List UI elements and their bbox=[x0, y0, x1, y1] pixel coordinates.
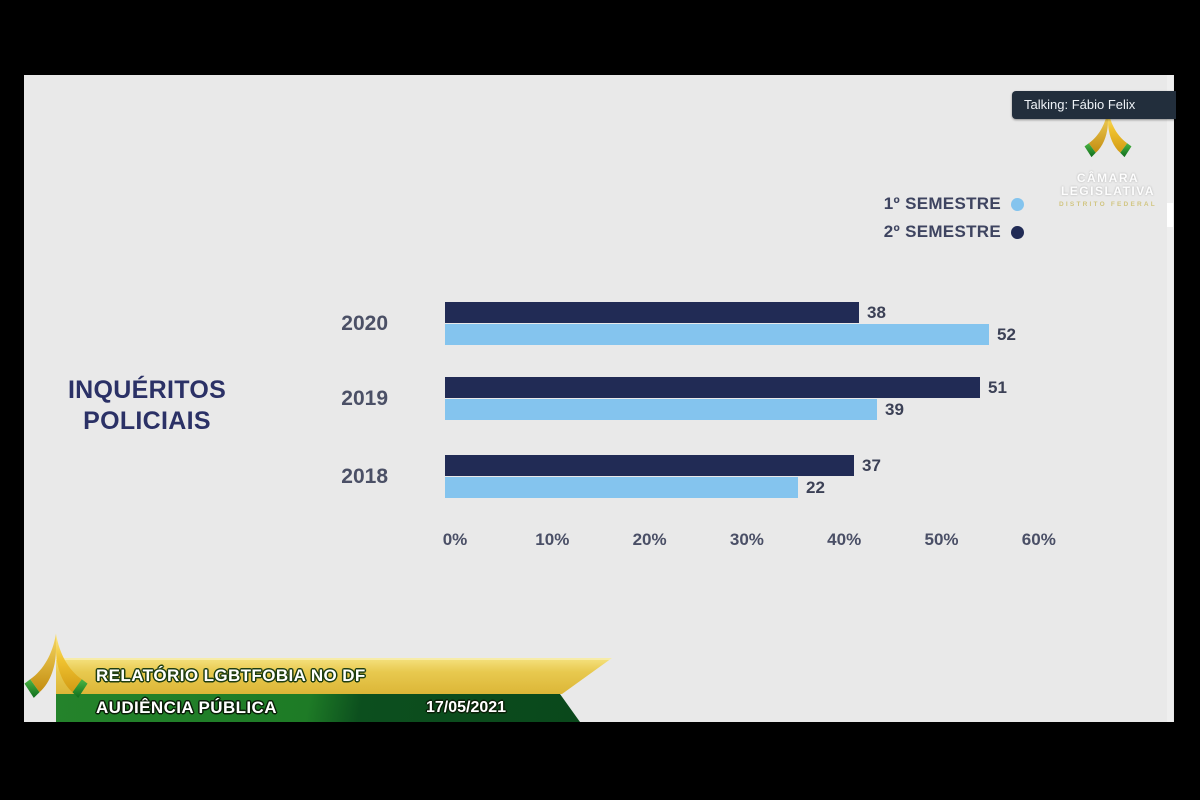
axis-tick-label: 30% bbox=[729, 530, 764, 549]
talking-indicator: Talking: Fábio Felix bbox=[1012, 91, 1176, 119]
legend-item: 2º SEMESTRE bbox=[814, 218, 1028, 246]
bar bbox=[445, 324, 989, 345]
bar-row: 37 bbox=[445, 455, 881, 477]
talking-indicator-label: Talking: Fábio Felix bbox=[1024, 97, 1136, 112]
presentation-slide: INQUÉRITOS POLICIAIS 2020 38 52 2019 51 39 201… bbox=[24, 75, 1174, 722]
axis-tick-label: 10% bbox=[535, 530, 570, 549]
banner-subtitle: AUDIÊNCIA PÚBLICA bbox=[96, 698, 277, 717]
watermark-org-line3: DISTRITO FEDERAL bbox=[1059, 201, 1157, 208]
bar-row: 52 bbox=[445, 324, 1016, 346]
bar-value-label: 52 bbox=[997, 325, 1016, 344]
x-axis: 0% 10% 20% 30% 40% 50% 60% bbox=[442, 530, 1056, 556]
bar-value-label: 39 bbox=[885, 400, 904, 419]
bar-row: 38 bbox=[445, 302, 989, 324]
category-label: 2020 bbox=[341, 312, 388, 335]
camara-watermark: CÂMARA LEGISLATIVA DISTRITO FEDERAL bbox=[1048, 108, 1168, 210]
legend-label: 1º SEMESTRE bbox=[883, 194, 1001, 213]
legend-label: 2º SEMESTRE bbox=[883, 222, 1001, 241]
banner-flame-logo bbox=[20, 632, 92, 723]
bar-value-label: 51 bbox=[988, 378, 1007, 397]
bar bbox=[445, 399, 877, 420]
chart-row: 2018 37 22 bbox=[300, 455, 1120, 499]
banner-subtitle-band: AUDIÊNCIA PÚBLICA 17/05/2021 bbox=[56, 694, 580, 722]
bar-group: 37 22 bbox=[445, 455, 881, 499]
chart-row: 2020 38 52 bbox=[300, 302, 1120, 346]
bar-value-label: 22 bbox=[806, 478, 825, 497]
bar-row: 22 bbox=[445, 477, 854, 499]
watermark-org-line2: LEGISLATIVA bbox=[1060, 184, 1156, 198]
chart-title: INQUÉRITOS POLICIAIS bbox=[67, 376, 227, 435]
axis-tick-label: 0% bbox=[442, 530, 468, 549]
legend-item: 1º SEMESTRE bbox=[814, 190, 1028, 218]
banner-title-band: RELATÓRIO LGBTFOBIA NO DF bbox=[56, 658, 612, 694]
chart-legend: 1º SEMESTRE 2º SEMESTRE bbox=[814, 190, 1028, 246]
scrollbar-thumb[interactable] bbox=[1167, 203, 1173, 227]
category-label: 2018 bbox=[341, 465, 388, 488]
bar bbox=[445, 477, 798, 498]
logo-flame-icon bbox=[24, 633, 88, 698]
axis-tick-label: 50% bbox=[924, 530, 959, 549]
bar-group: 51 39 bbox=[445, 377, 1007, 421]
banner-date: 17/05/2021 bbox=[425, 699, 507, 716]
axis-tick-label: 40% bbox=[827, 530, 862, 549]
bar-value-label: 37 bbox=[862, 456, 881, 475]
banner-title: RELATÓRIO LGBTFOBIA NO DF bbox=[96, 666, 366, 685]
bar-group: 38 52 bbox=[445, 302, 1016, 346]
legend-dot-icon bbox=[1011, 225, 1024, 239]
legend-dot-icon bbox=[1011, 197, 1024, 211]
category-label: 2019 bbox=[341, 387, 388, 410]
bar-row: 51 bbox=[445, 377, 1007, 399]
bar bbox=[445, 455, 854, 476]
bar bbox=[445, 302, 859, 323]
axis-tick-label: 60% bbox=[1021, 530, 1056, 549]
watermark-org-line1: CÂMARA bbox=[1076, 171, 1140, 185]
chart-row: 2019 51 39 bbox=[300, 377, 1120, 421]
bar-row: 39 bbox=[445, 399, 980, 421]
bar bbox=[445, 377, 980, 398]
axis-tick-label: 20% bbox=[632, 530, 667, 549]
scrollbar-track bbox=[1167, 75, 1173, 722]
bar-value-label: 38 bbox=[867, 303, 886, 322]
